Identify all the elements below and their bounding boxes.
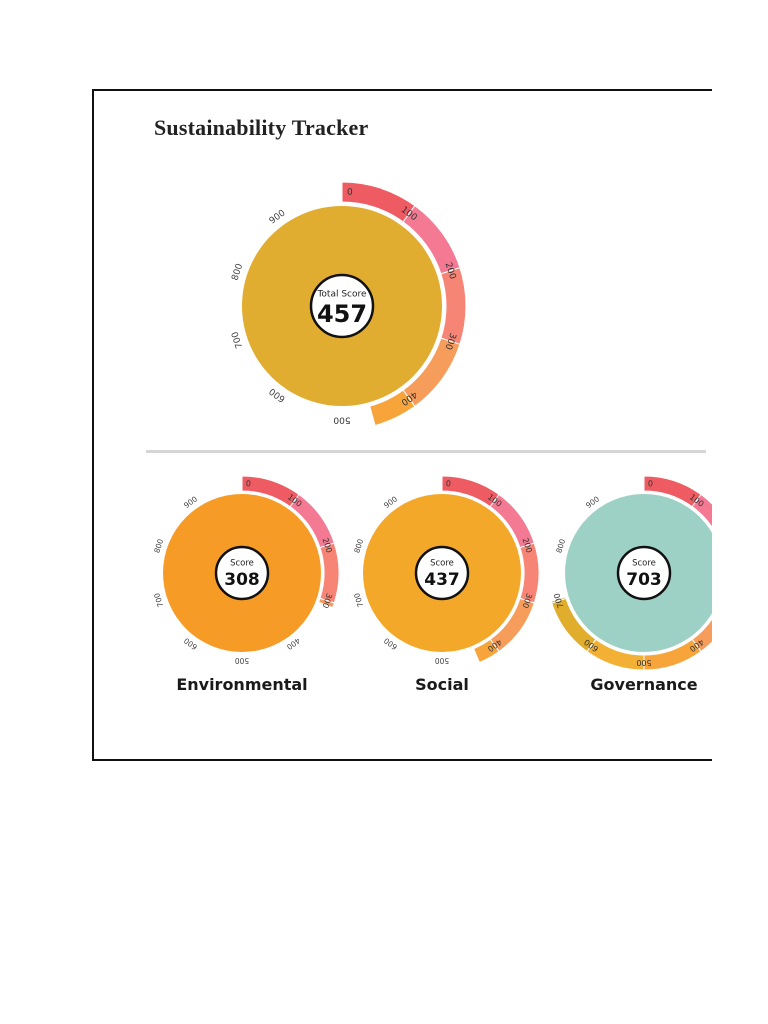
social-score-caption: Score <box>430 559 454 569</box>
governance-progress-band <box>691 493 712 529</box>
total-score-badge <box>309 273 375 339</box>
environmental-scale-tick-label: 500 <box>235 656 250 665</box>
social-arc-label: 300 <box>520 592 533 609</box>
environmental-scale-tick-label: 700 <box>152 592 165 609</box>
total-progress-band <box>369 389 416 427</box>
environmental-score-caption: Score <box>230 559 254 569</box>
social-progress-band <box>472 638 500 664</box>
total-scale-tick-label: 600 <box>268 385 288 403</box>
governance-score-caption: Score <box>632 559 656 569</box>
social-arc-label: 0 <box>446 479 451 488</box>
social-title: Social <box>415 675 469 694</box>
environmental-scale-tick-label: 800 <box>152 538 165 555</box>
social-scale-tick-label: 700 <box>352 592 365 609</box>
total-score-caption: Total Score <box>316 290 367 300</box>
total-scale-tick-label: 700 <box>230 330 245 350</box>
governance-arc-label: 0 <box>648 479 653 488</box>
environmental-arc-label: 200 <box>320 537 333 554</box>
total-score-value: 457 <box>317 300 367 328</box>
governance-arc-label: 500 <box>636 658 651 667</box>
total-arc-label: 0 <box>347 188 353 198</box>
governance-scale-tick-label: 900 <box>584 494 601 510</box>
governance-arc-label: 700 <box>552 592 565 609</box>
environmental-arc-label: 0 <box>246 479 251 488</box>
social-score-value: 437 <box>424 570 460 590</box>
environmental-arc-label: 300 <box>320 592 333 609</box>
governance-scale-tick-label: 800 <box>554 538 567 555</box>
governance-score-value: 703 <box>626 570 662 590</box>
environmental-progress-band <box>317 597 335 609</box>
social-arc-label: 200 <box>520 537 533 554</box>
governance-score-badge <box>616 545 672 601</box>
total-scale-tick-label: 900 <box>268 208 288 226</box>
social-scale-tick-label: 500 <box>435 656 450 665</box>
total-arc-label: 500 <box>333 415 350 425</box>
page-title: Sustainability Tracker <box>154 115 369 140</box>
environmental-score-badge <box>214 545 270 601</box>
section-divider <box>146 450 706 453</box>
environmental-title: Environmental <box>176 675 308 694</box>
social-scale-tick-label: 800 <box>352 538 365 555</box>
governance-title: Governance <box>590 675 698 694</box>
governance-progress-band <box>550 596 567 604</box>
social-score-badge <box>414 545 470 601</box>
dashboard-frame: Sustainability Tracker 0 100 200 300 400 500 9… <box>92 89 712 761</box>
environmental-score-value: 308 <box>224 570 260 590</box>
total-scale-tick-label: 800 <box>230 262 245 282</box>
